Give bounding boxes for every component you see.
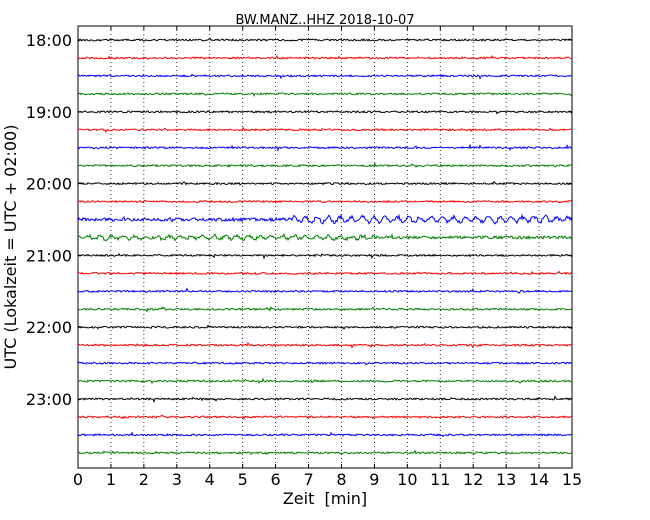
x-tick-label: 7 — [303, 470, 313, 489]
x-axis-ticks: 0 1 2 3 4 5 6 7 8 9 10 11 12 13 14 15 — [73, 26, 582, 489]
x-tick-label: 10 — [397, 470, 417, 489]
x-tick-label: 12 — [463, 470, 483, 489]
trace-line — [77, 342, 573, 349]
y-tick-label: 22:00 — [26, 318, 72, 337]
trace-line — [77, 361, 573, 366]
trace-line — [77, 395, 573, 404]
x-tick-label: 5 — [238, 470, 248, 489]
trace-line — [77, 253, 573, 260]
trace-line — [77, 431, 573, 438]
trace-line — [77, 306, 573, 313]
x-tick-label: 0 — [73, 470, 83, 489]
trace-line — [77, 73, 573, 80]
y-tick-label: 18:00 — [26, 31, 72, 50]
y-tick-label: 23:00 — [26, 390, 72, 409]
x-tick-label: 9 — [369, 470, 379, 489]
x-tick-label: 11 — [430, 470, 450, 489]
y-tick-label: 19:00 — [26, 103, 72, 122]
trace-line — [77, 162, 573, 168]
trace-line — [77, 37, 573, 42]
y-axis-label: UTC (Lokalzeit = UTC + 02:00) — [1, 125, 20, 370]
trace-group — [77, 37, 573, 456]
trace-line — [77, 213, 573, 225]
trace-line — [77, 377, 573, 385]
y-tick-label: 21:00 — [26, 246, 72, 265]
vertical-grid — [110, 26, 540, 468]
x-tick-label: 3 — [172, 470, 182, 489]
x-tick-label: 4 — [205, 470, 215, 489]
y-axis-ticks: 18:00 19:00 20:00 21:00 22:00 23:00 — [26, 31, 572, 409]
trace-line — [77, 143, 573, 153]
trace-line — [77, 110, 573, 115]
trace-line — [77, 324, 573, 331]
x-tick-label: 2 — [139, 470, 149, 489]
y-tick-label: 20:00 — [26, 175, 72, 194]
trace-line — [77, 126, 573, 134]
chart-title: BW.MANZ..HHZ 2018-10-07 — [235, 13, 414, 28]
x-tick-label: 1 — [106, 470, 116, 489]
x-tick-label: 15 — [562, 470, 582, 489]
trace-line — [77, 199, 573, 204]
plot-frame — [77, 25, 573, 469]
x-axis-label: Zeit [min] — [283, 489, 367, 508]
trace-line — [77, 270, 573, 276]
trace-line — [77, 232, 573, 242]
trace-line — [77, 287, 573, 294]
x-tick-label: 13 — [496, 470, 516, 489]
trace-line — [77, 92, 573, 98]
x-tick-label: 14 — [529, 470, 549, 489]
trace-line — [77, 55, 573, 60]
trace-line — [77, 449, 573, 456]
x-tick-label: 6 — [271, 470, 281, 489]
x-tick-label: 8 — [336, 470, 346, 489]
trace-line — [77, 180, 573, 186]
trace-line — [77, 414, 573, 421]
